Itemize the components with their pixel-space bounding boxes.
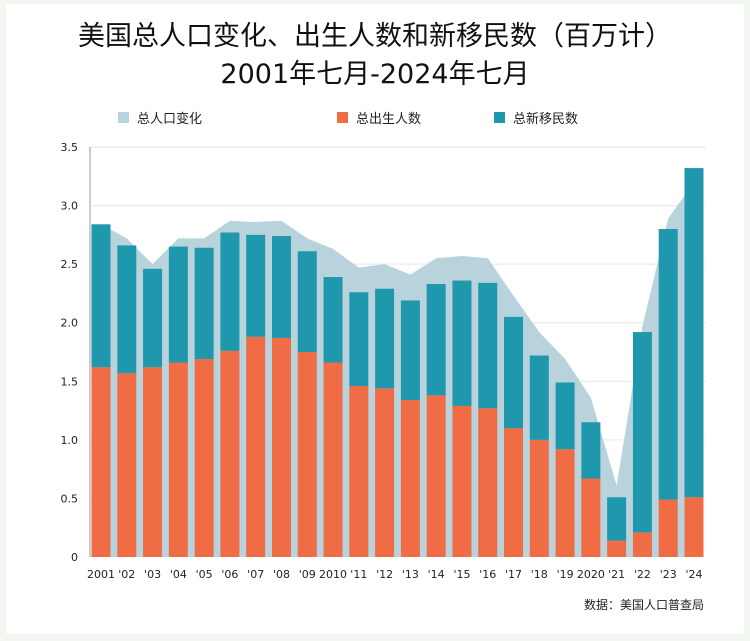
births-bar (91, 367, 111, 557)
births-bar (504, 428, 524, 557)
x-tick-label: '11 (350, 568, 367, 581)
y-tick-label: 2.0 (61, 317, 79, 330)
x-tick-label: 2001 (87, 568, 115, 581)
x-tick-label: '08 (273, 568, 290, 581)
immigrants-bar (426, 284, 446, 396)
immigrants-bar (91, 224, 111, 368)
x-tick-label: '24 (685, 568, 702, 581)
x-tick-label: '13 (402, 568, 419, 581)
immigrants-bar (168, 246, 188, 363)
births-bar (426, 395, 446, 557)
immigrants-bar (246, 234, 266, 337)
legend-swatch (337, 112, 348, 123)
x-tick-label: 2010 (319, 568, 347, 581)
births-bar (271, 337, 291, 557)
births-bar (684, 497, 704, 557)
immigrants-bar (194, 247, 214, 360)
legend-item-births: 总出生人数 (337, 108, 421, 127)
y-tick-label: 1.5 (61, 375, 79, 388)
x-tick-label: '21 (608, 568, 625, 581)
births-bar (349, 385, 369, 557)
births-bar (478, 408, 498, 557)
x-tick-label: '16 (479, 568, 496, 581)
y-tick-label: 0.5 (61, 492, 79, 505)
x-tick-label: '03 (144, 568, 161, 581)
immigrants-bar (581, 422, 601, 479)
x-tick-label: '09 (299, 568, 316, 581)
immigrants-bar (478, 282, 498, 409)
legend-label: 总人口变化 (137, 112, 203, 127)
y-tick-label: 3.0 (61, 200, 79, 213)
x-tick-label: '15 (453, 568, 470, 581)
immigrants-bar (323, 277, 343, 363)
births-bar (297, 352, 317, 557)
x-tick-label: '07 (247, 568, 264, 581)
immigrants-bar (349, 292, 369, 386)
y-tick-label: 1.0 (61, 434, 79, 447)
births-bar (555, 449, 575, 557)
x-tick-label: '04 (170, 568, 187, 581)
legend-swatch (494, 112, 505, 123)
births-bar (246, 336, 266, 557)
source-note: 数据：美国人口普查局 (583, 598, 704, 612)
births-bar (452, 405, 472, 557)
x-tick-label: 2020 (577, 568, 605, 581)
immigrants-bar (684, 168, 704, 498)
immigrants-bar (271, 236, 291, 338)
y-tick-label: 3.5 (61, 141, 79, 154)
x-tick-label: '12 (376, 568, 393, 581)
x-tick-label: '23 (660, 568, 677, 581)
x-tick-label: '19 (557, 568, 574, 581)
births-bar (323, 362, 343, 557)
immigrants-bar (452, 280, 472, 406)
x-tick-label: '06 (221, 568, 238, 581)
births-bar (400, 400, 420, 557)
immigrants-bar (400, 300, 420, 401)
births-bar (658, 499, 678, 557)
population-change-area (91, 182, 704, 557)
x-tick-label: '05 (196, 568, 213, 581)
y-tick-label: 2.5 (61, 258, 79, 271)
births-bar (168, 362, 188, 557)
births-bar (194, 359, 214, 557)
births-bar (529, 439, 549, 557)
births-bar (220, 350, 240, 557)
immigrants-bar (607, 497, 627, 541)
births-bar (632, 532, 652, 557)
births-bar (581, 478, 601, 557)
births-bar (375, 388, 395, 557)
x-tick-label: '02 (118, 568, 135, 581)
legend-label: 总新移民数 (513, 112, 579, 127)
chart-title: 美国总人口变化、出生人数和新移民数（百万计） (78, 21, 672, 52)
immigrants-bar (375, 288, 395, 389)
immigrants-bar (297, 251, 317, 352)
immigrants-bar (220, 232, 240, 351)
legend-item-immigrants: 总新移民数 (494, 108, 578, 127)
x-tick-label: '17 (505, 568, 522, 581)
immigrants-bar (143, 268, 163, 368)
legend-swatch (118, 112, 129, 123)
immigrants-bar (632, 332, 652, 533)
immigrants-bar (117, 245, 137, 374)
immigrants-bar (529, 355, 549, 440)
legend-item-population-change: 总人口变化 (118, 108, 202, 127)
x-tick-label: '22 (634, 568, 651, 581)
legend-label: 总出生人数 (356, 112, 422, 127)
x-tick-label: '14 (428, 568, 445, 581)
immigrants-bar (555, 382, 575, 450)
x-tick-label: '18 (531, 568, 548, 581)
y-tick-label: 0 (71, 551, 78, 564)
immigrants-bar (658, 229, 678, 500)
births-bar (143, 367, 163, 557)
immigrants-bar (504, 316, 524, 429)
births-bar (117, 373, 137, 557)
chart-subtitle: 2001年七月-2024年七月 (220, 59, 530, 90)
births-bar (607, 540, 627, 557)
